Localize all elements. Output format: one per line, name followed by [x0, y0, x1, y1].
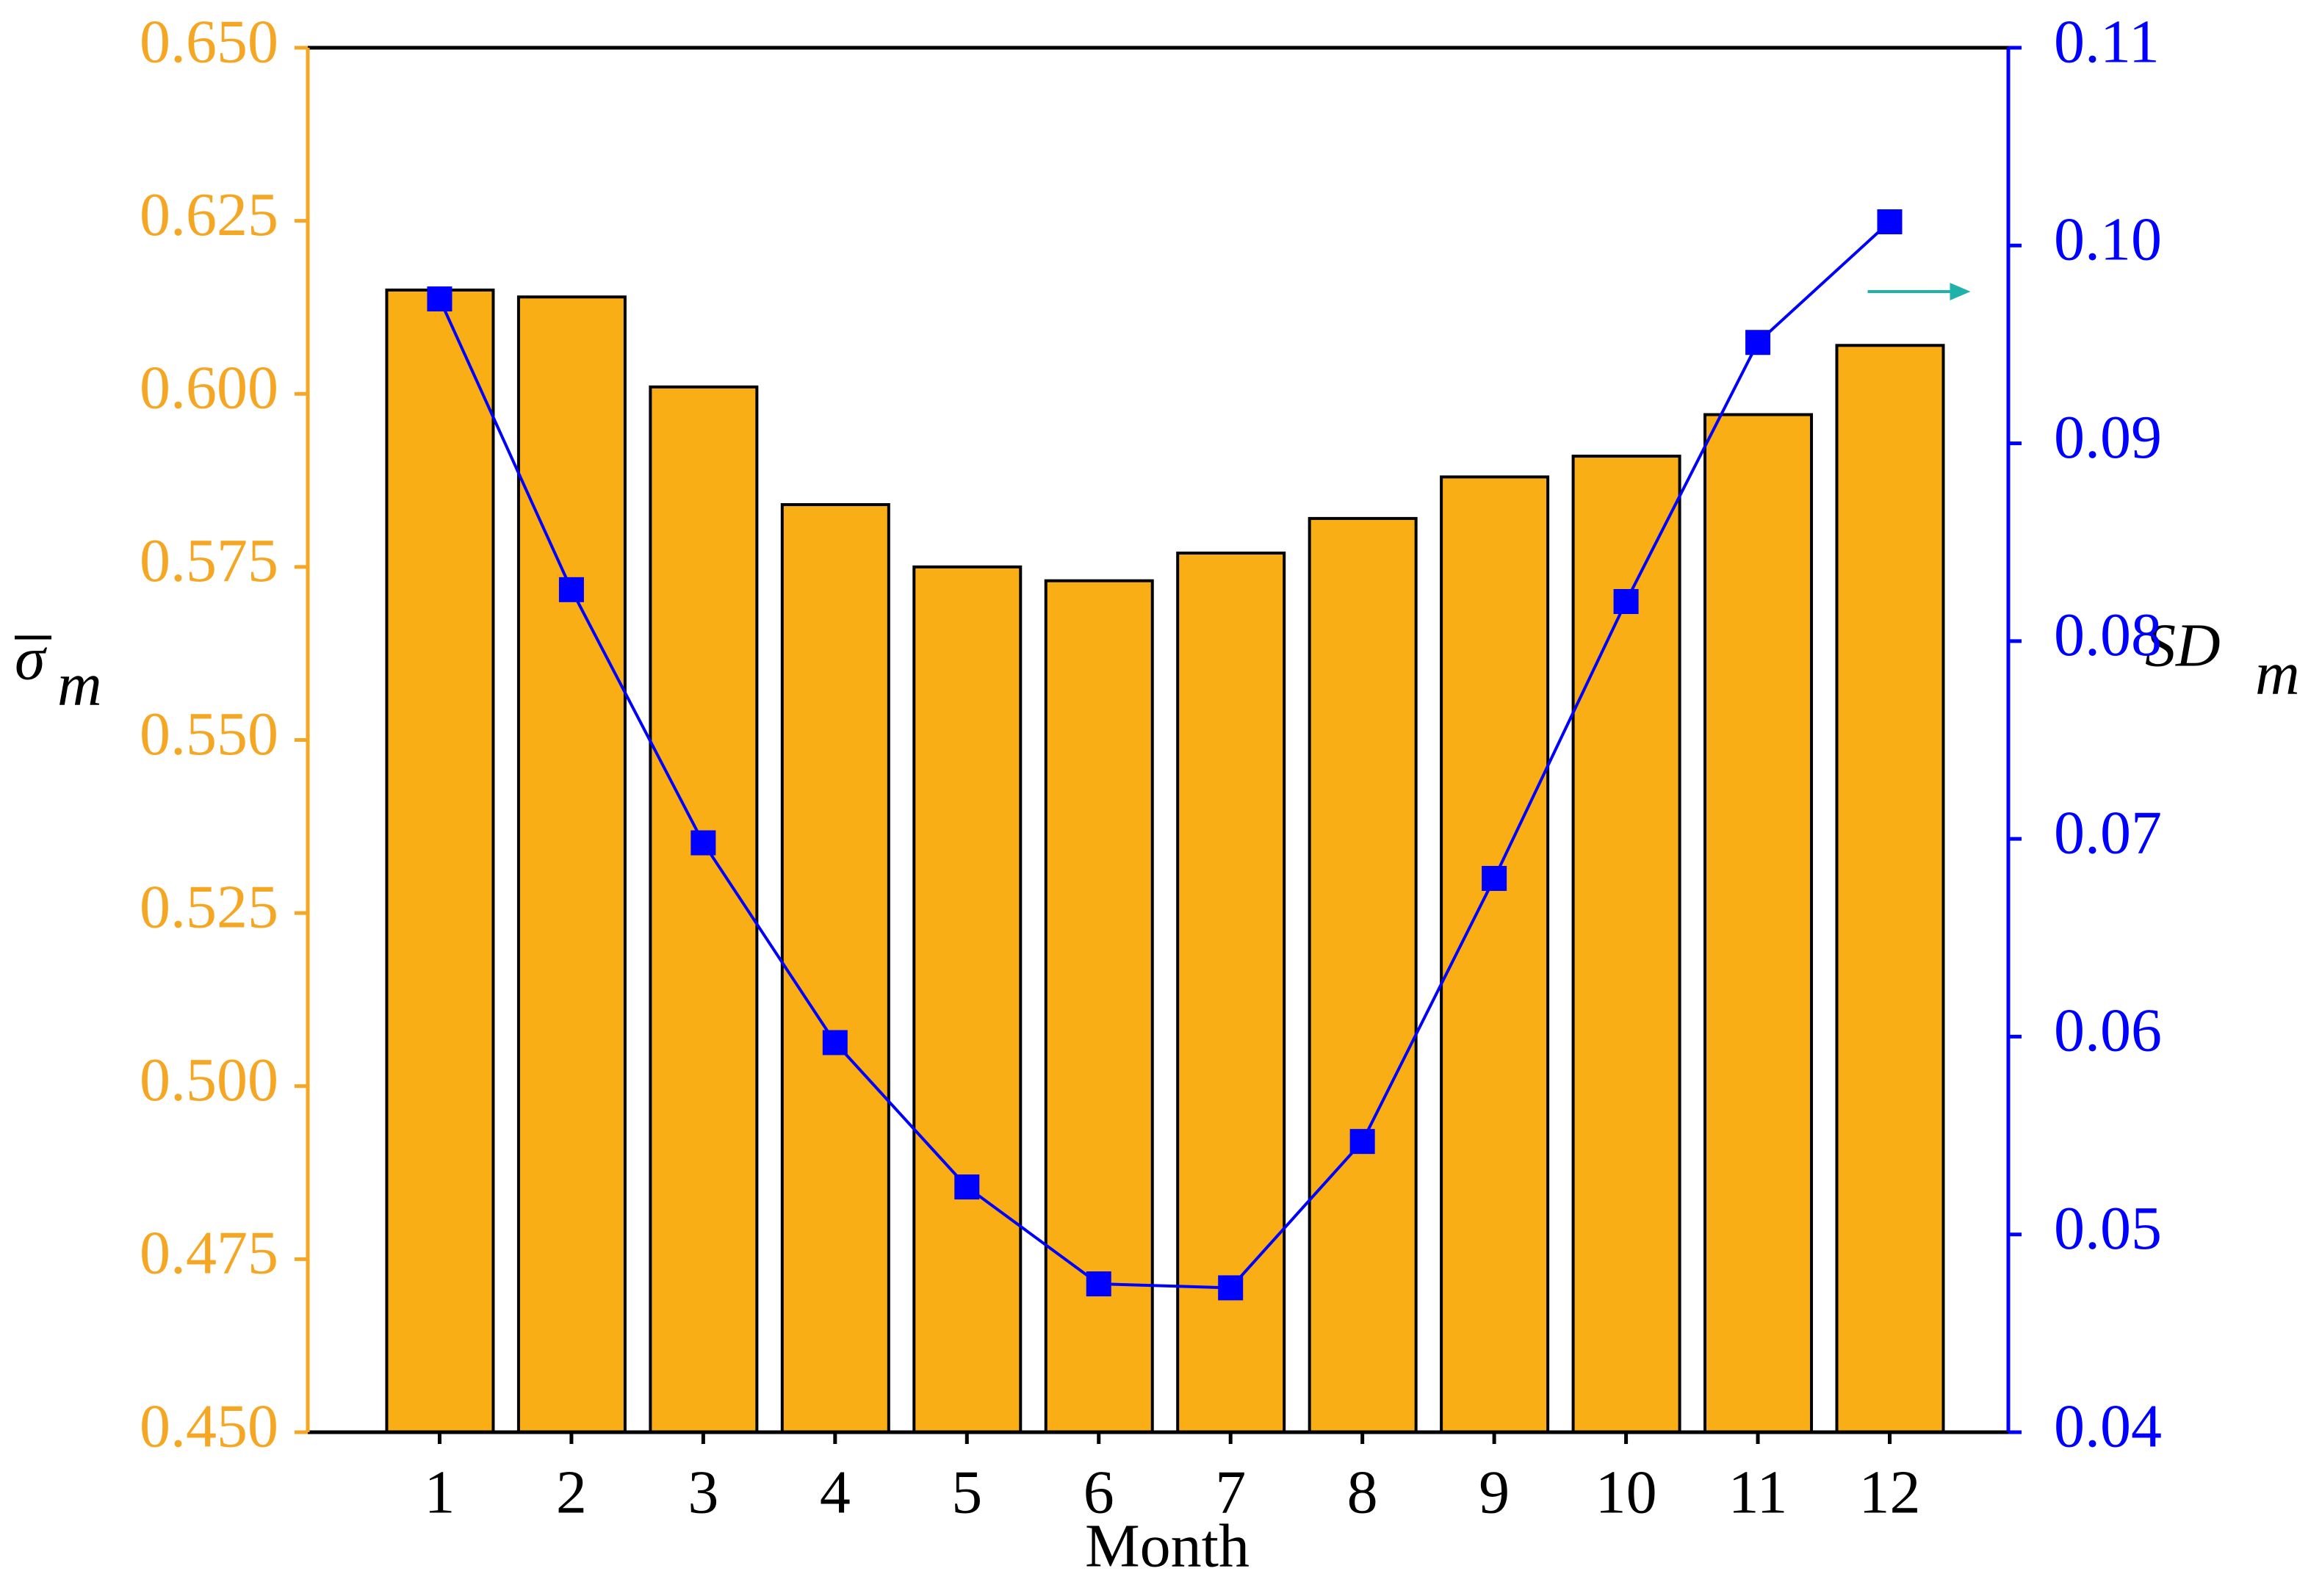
x-tick-label: 9: [1479, 1458, 1510, 1526]
marker: [1613, 589, 1639, 614]
bar: [649, 385, 759, 1434]
x-tick-label: 12: [1858, 1458, 1920, 1526]
line: [438, 220, 1891, 1290]
marker: [822, 1030, 848, 1055]
y2-tick-label: 0.06: [2054, 997, 2162, 1065]
x-tick-label: 3: [688, 1458, 718, 1526]
marker: [1086, 1271, 1111, 1297]
x-axis-label: Month: [1085, 1512, 1250, 1580]
bar: [516, 295, 627, 1434]
marker: [1218, 1275, 1244, 1301]
y-axis-label: σ: [15, 624, 48, 693]
axis-arrow-head: [1950, 282, 1971, 300]
x-tick-label: 2: [556, 1458, 587, 1526]
marker: [1877, 209, 1903, 234]
marker: [1349, 1129, 1375, 1155]
x-tick-label: 5: [951, 1458, 982, 1526]
y2-tick-label: 0.08: [2054, 601, 2162, 669]
marker: [954, 1174, 980, 1200]
bar: [780, 503, 890, 1434]
bar: [1835, 344, 1945, 1434]
bar: [1571, 455, 1681, 1434]
y-tick-label: 0.575: [140, 527, 278, 595]
x-tick-label: 4: [820, 1458, 851, 1526]
marker: [1745, 330, 1771, 355]
y2-tick-label: 0.09: [2054, 403, 2162, 472]
y2-tick-label: 0.07: [2054, 798, 2162, 867]
bar: [1703, 413, 1814, 1434]
y2-axis-label: SD: [2145, 611, 2221, 679]
y-tick-label: 0.500: [140, 1046, 278, 1114]
y2-tick-label: 0.11: [2054, 7, 2160, 76]
y-tick-label: 0.625: [140, 181, 278, 249]
bar: [1176, 552, 1286, 1434]
marker: [427, 286, 452, 311]
y-tick-label: 0.550: [140, 700, 278, 768]
marker: [1482, 866, 1507, 891]
y2-tick-label: 0.04: [2054, 1392, 2162, 1460]
y-tick-label: 0.475: [140, 1219, 278, 1288]
marker: [691, 830, 716, 856]
y-tick-label: 0.650: [140, 7, 278, 76]
bar: [1044, 579, 1154, 1434]
y2-tick-label: 0.10: [2054, 206, 2162, 274]
y-tick-label: 0.525: [140, 873, 278, 941]
y2-tick-label: 0.05: [2054, 1194, 2162, 1263]
x-tick-label: 11: [1728, 1458, 1788, 1526]
marker: [558, 577, 584, 602]
x-tick-label: 6: [1084, 1458, 1114, 1526]
y-tick-label: 0.450: [140, 1392, 278, 1460]
y-tick-label: 0.600: [140, 354, 278, 422]
bar: [385, 288, 495, 1434]
y-axis-label-subscript: m: [57, 650, 102, 718]
bar: [1308, 516, 1418, 1434]
x-tick-label: 7: [1215, 1458, 1246, 1526]
bar: [912, 565, 1023, 1434]
x-tick-label: 1: [424, 1458, 455, 1526]
x-tick-label: 10: [1596, 1458, 1657, 1526]
y2-axis-label-subscript: m: [2255, 639, 2300, 707]
x-tick-label: 8: [1347, 1458, 1378, 1526]
